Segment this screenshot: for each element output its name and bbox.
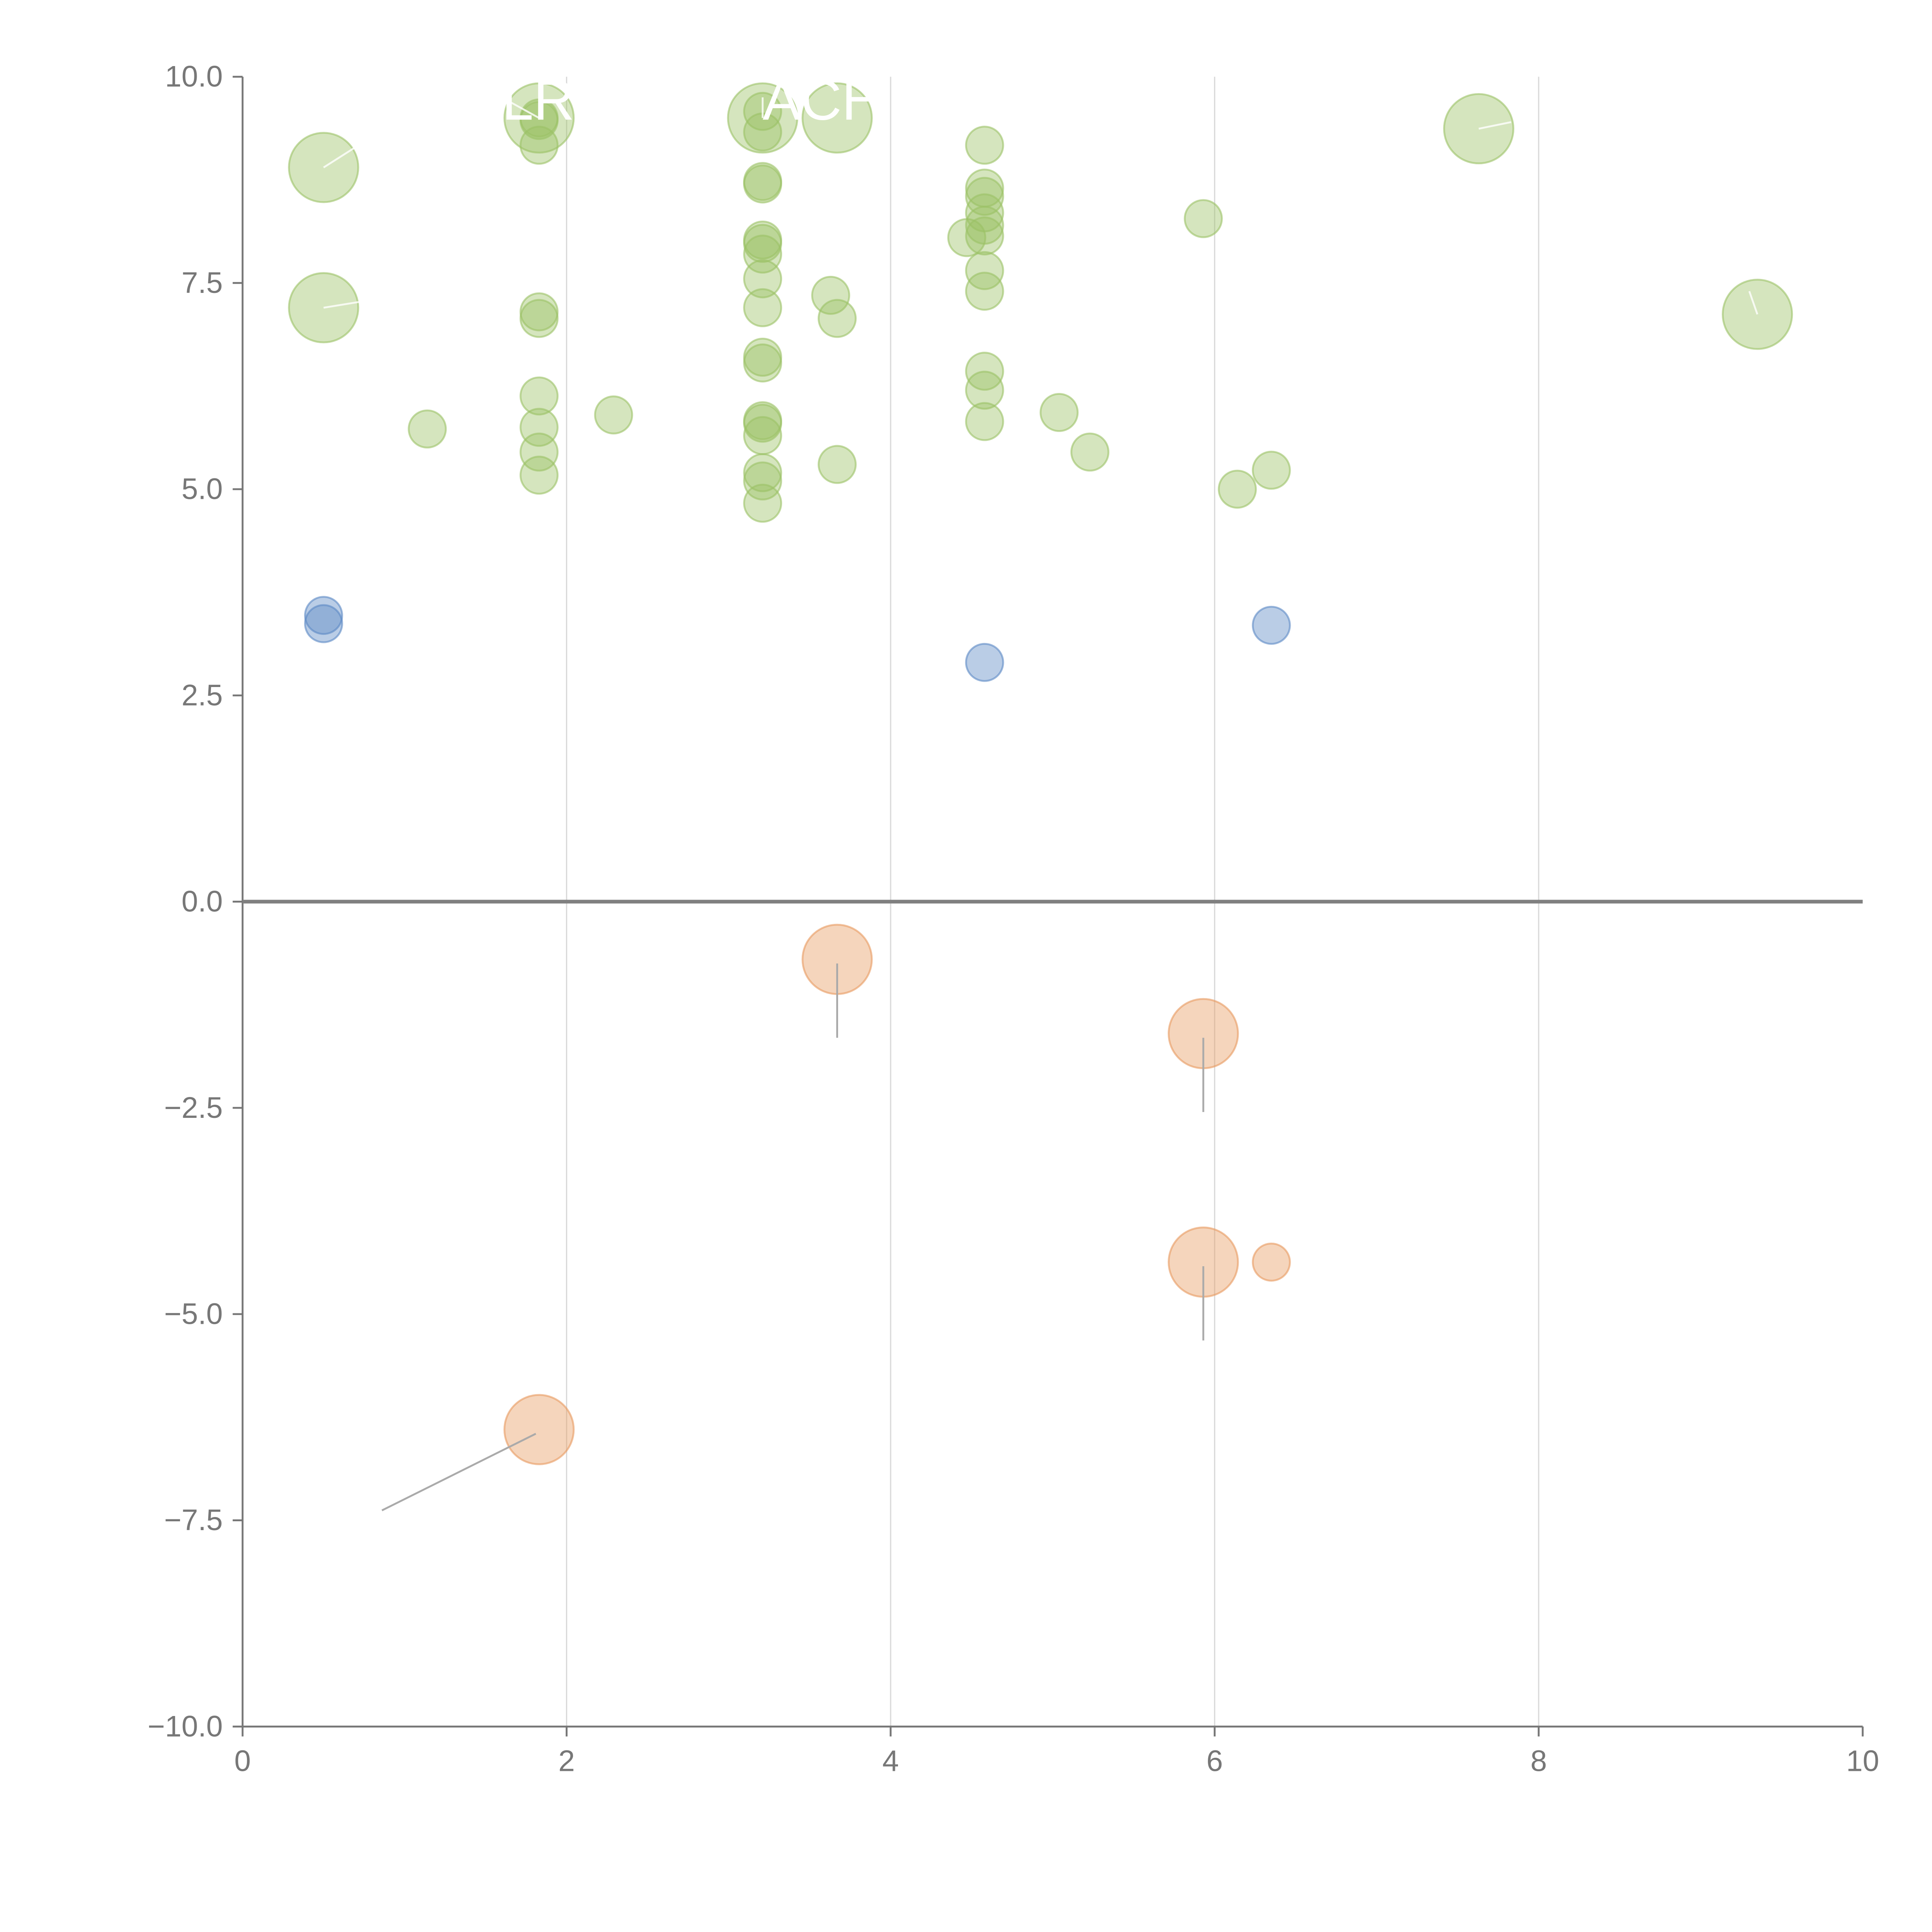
green-bubble	[965, 126, 1004, 165]
green-bubble	[519, 456, 559, 495]
green-bubble	[743, 224, 782, 263]
x-tick-label: 10	[1846, 1745, 1879, 1778]
green-bubble	[965, 193, 1004, 233]
green-bubble	[1443, 93, 1515, 165]
y-tick-label: −10.0	[148, 1710, 223, 1743]
point-annotations: LR ACH	[323, 69, 1759, 1512]
x-tick-label: 6	[1206, 1745, 1223, 1778]
annotation-leader	[381, 1433, 536, 1512]
green-bubble	[408, 409, 447, 449]
green-bubble	[1218, 469, 1257, 509]
green-bubble	[1722, 279, 1793, 350]
x-tick-label: 4	[883, 1745, 899, 1778]
green-bubble	[743, 453, 782, 492]
green-bubble	[801, 82, 873, 154]
green-bubble	[743, 259, 782, 299]
annotation-leader	[1478, 121, 1512, 130]
green-bubble	[818, 299, 857, 338]
annotation-label: LR	[502, 69, 575, 132]
blue-bubble	[304, 596, 343, 635]
y-tick-label: 5.0	[182, 473, 223, 506]
green-bubble	[818, 445, 857, 484]
y-tick-label: 10.0	[165, 60, 223, 93]
annotation-leader	[501, 96, 540, 119]
x-tick-label: 2	[558, 1745, 575, 1778]
green-bubble	[743, 288, 782, 327]
annotation-leader	[323, 146, 357, 168]
axes	[242, 77, 1863, 1728]
green-bubble	[519, 126, 559, 165]
y-tick-label: 7.5	[182, 266, 223, 299]
orange-bubble	[1252, 1242, 1291, 1282]
green-bubble	[743, 343, 782, 383]
green-bubble	[965, 371, 1004, 410]
green-bubble	[1184, 199, 1223, 238]
green-bubble	[1070, 432, 1110, 472]
orange-bubble	[503, 1394, 575, 1465]
green-bubble	[811, 276, 850, 315]
green-bubble	[288, 272, 359, 344]
green-bubble	[965, 272, 1004, 311]
blue-bubble	[1252, 605, 1291, 645]
y-tick-label: −7.5	[164, 1503, 223, 1537]
y-tick-label: 0.0	[182, 885, 223, 918]
green-bubble	[519, 432, 559, 472]
green-bubble	[1252, 451, 1291, 490]
annotation-label: ACH	[763, 69, 883, 132]
green-bubble	[743, 164, 782, 204]
green-bubble	[965, 206, 1004, 245]
data-points	[288, 82, 1793, 1465]
x-tick-label: 0	[234, 1745, 251, 1778]
green-bubble	[965, 251, 1004, 290]
x-tick-label: 8	[1531, 1745, 1547, 1778]
axis-ticks: 0 2 4 6 8 10 10.0 7.5 5.0 2.5 0.0 −2.5 −5.0 −7.5 −10.0	[148, 60, 1879, 1777]
blue-bubble	[304, 604, 343, 643]
y-tick-label: 2.5	[182, 679, 223, 712]
green-bubble	[519, 299, 559, 338]
green-bubble	[743, 416, 782, 455]
green-bubble	[743, 461, 782, 501]
green-bubble	[743, 483, 782, 523]
y-tick-label: −5.0	[164, 1297, 223, 1330]
green-bubble	[965, 216, 1004, 256]
blue-bubble	[965, 643, 1004, 682]
green-bubble	[594, 395, 633, 435]
green-bubble	[965, 177, 1004, 216]
green-bubble	[1039, 393, 1079, 432]
annotation-leader	[1748, 291, 1759, 315]
annotation-leader	[323, 301, 360, 309]
green-bubble	[743, 403, 782, 443]
y-tick-label: −2.5	[164, 1091, 223, 1124]
green-bubble	[965, 402, 1004, 441]
green-bubble	[519, 376, 559, 416]
